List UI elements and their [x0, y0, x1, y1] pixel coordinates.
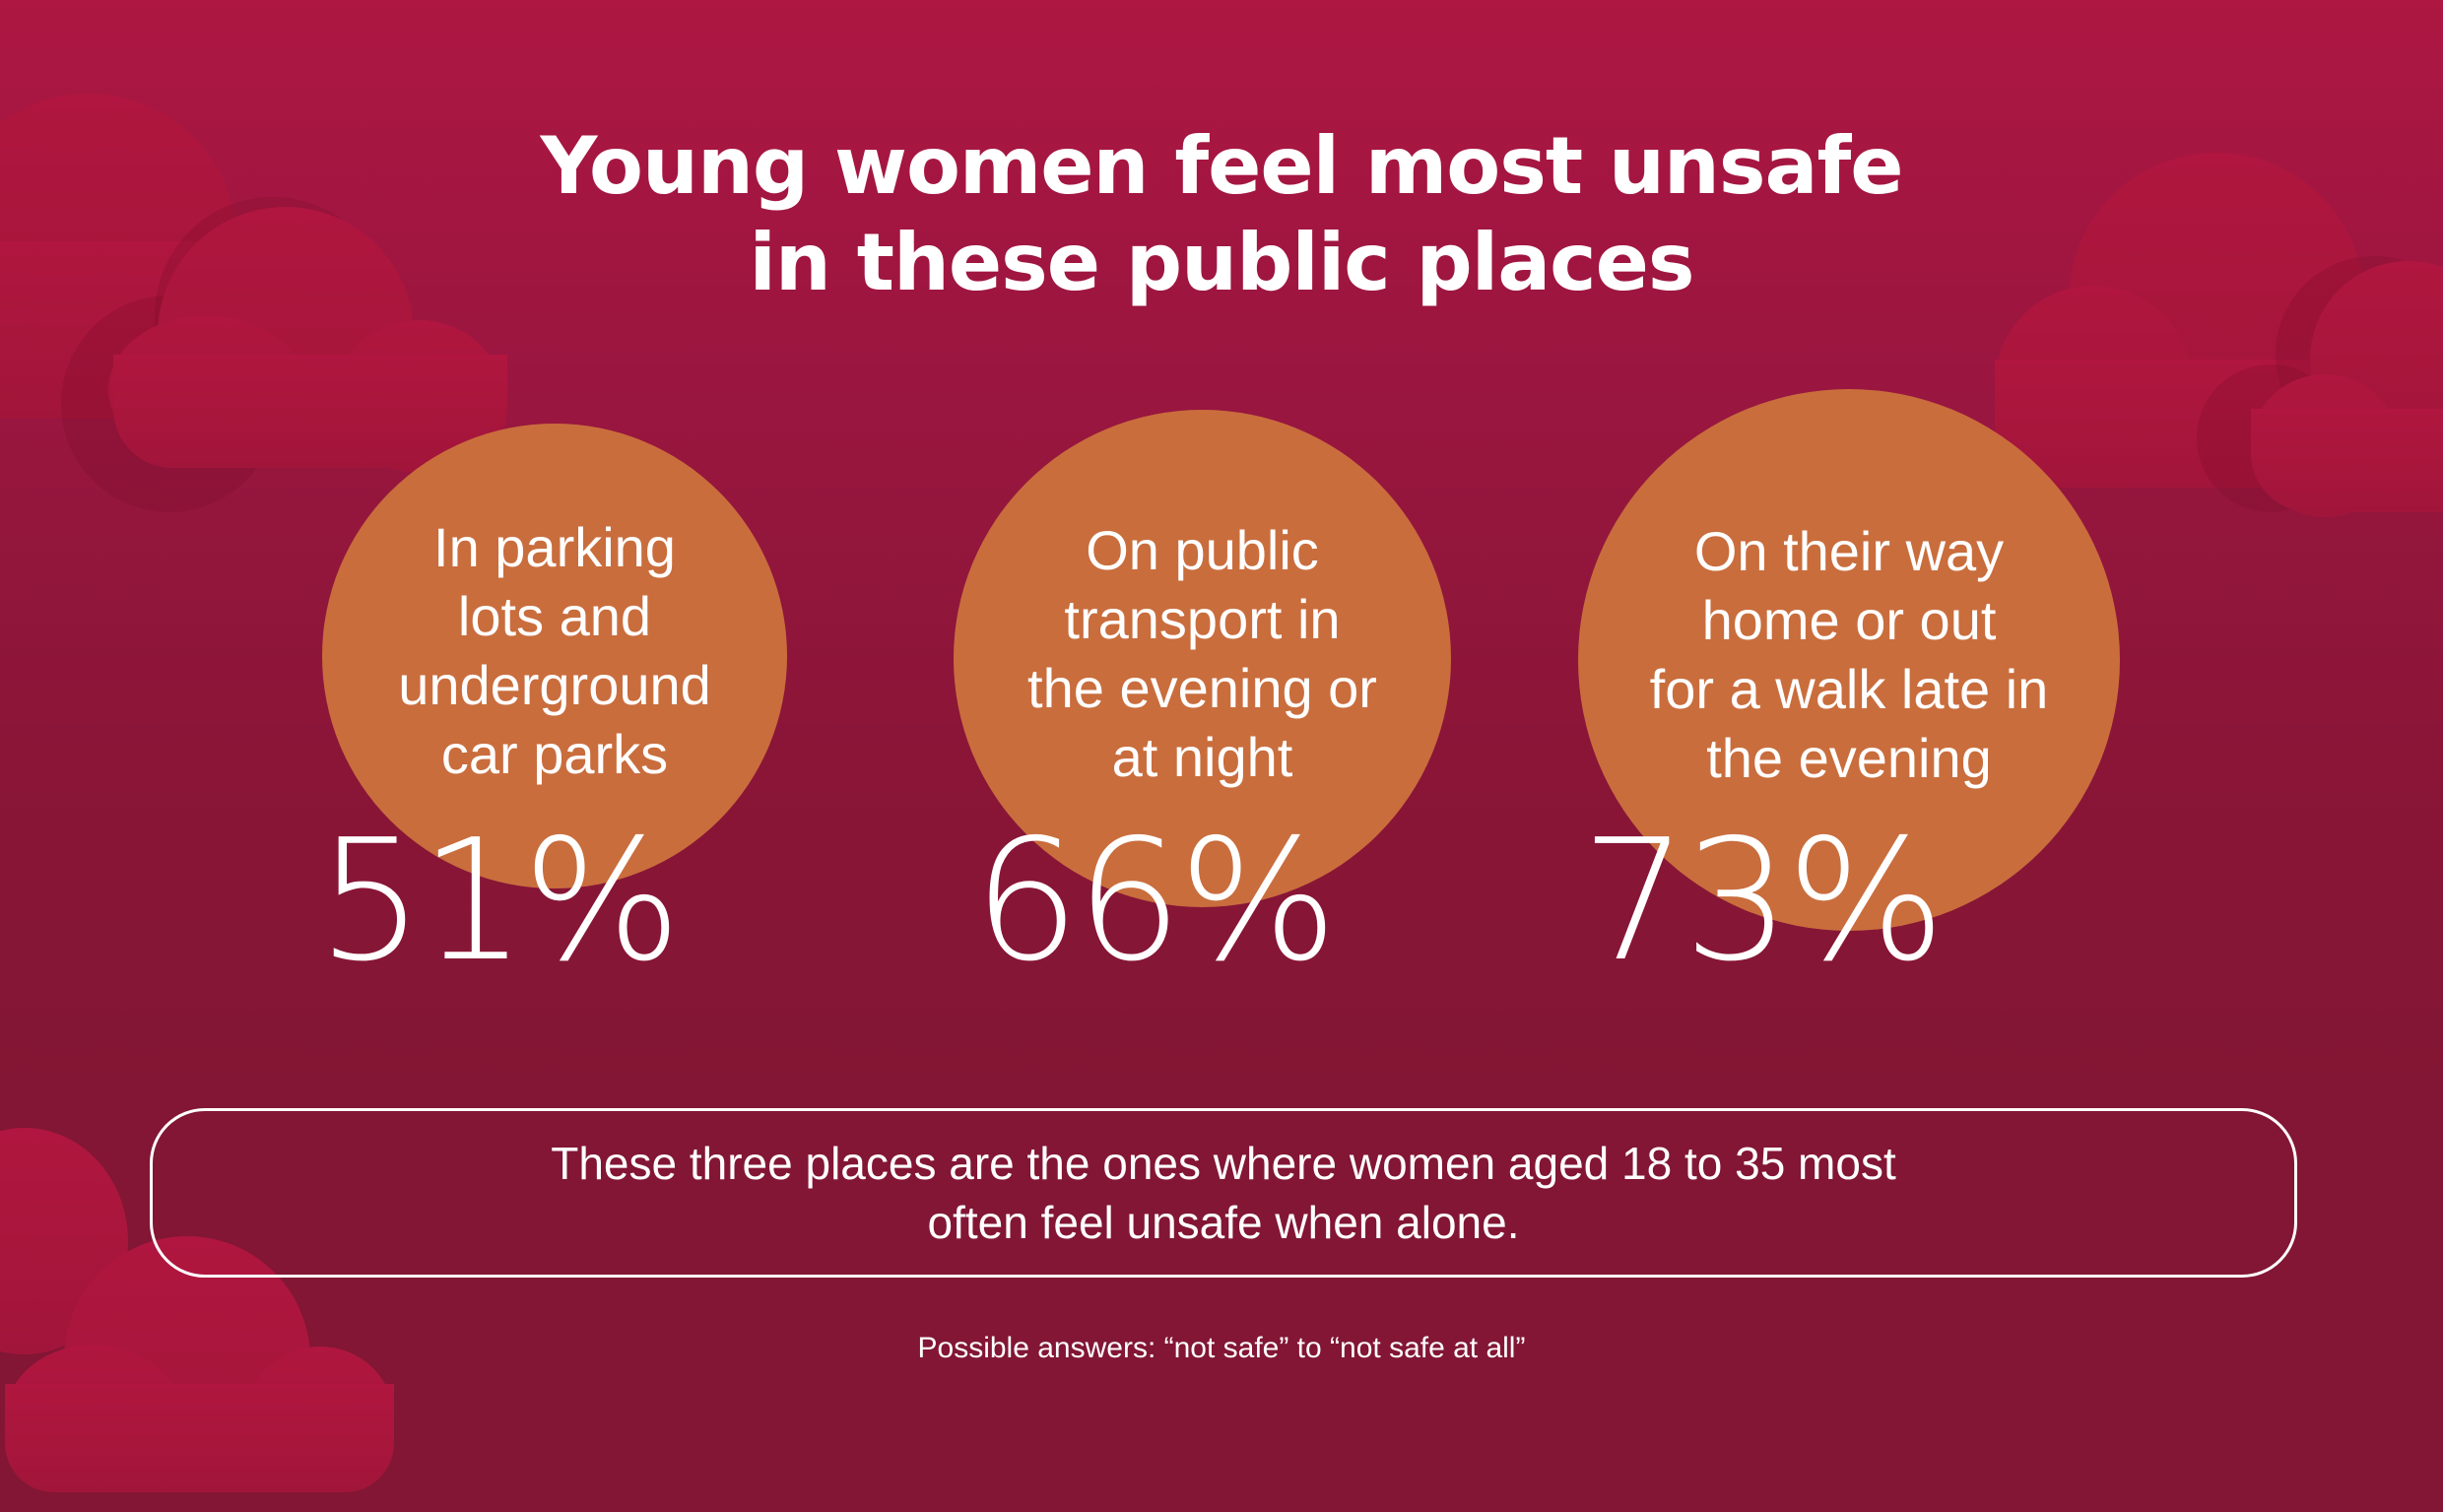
stat-value-walk-home: 73%: [1581, 804, 1946, 999]
stat-circle-public-transport: On public transport in the evening or at…: [954, 410, 1451, 907]
summary-box: These three places are the ones where wo…: [150, 1108, 2297, 1278]
label-line: car parks: [440, 723, 669, 785]
stat-circle-walk-home: On their way home or out for a walk late…: [1578, 389, 2120, 931]
stat-label-walk-home: On their way home or out for a walk late…: [1650, 517, 2049, 793]
label-line: the evening: [1706, 727, 1992, 789]
label-line: lots and: [457, 585, 652, 647]
footnote: Possible answers: “not safe” to “not saf…: [917, 1332, 1526, 1364]
summary-line-1: These three places are the ones where wo…: [551, 1138, 1896, 1189]
title-line-2: in these public places: [749, 217, 1695, 308]
label-line: transport in: [1064, 587, 1341, 650]
label-line: home or out: [1701, 589, 1997, 651]
stat-value-parking: 51%: [317, 804, 682, 999]
title-line-1: Young women feel most unsafe: [540, 120, 1903, 212]
label-line: On their way: [1693, 520, 2005, 582]
label-line: underground: [398, 654, 711, 716]
stat-label-parking: In parking lots and underground car park…: [398, 513, 711, 789]
page-title: Young women feel most unsafe in these pu…: [0, 118, 2443, 311]
label-line: the evening or: [1027, 656, 1377, 719]
cloud-bottom-left-front: [5, 1236, 399, 1492]
summary-line-2: often feel unsafe when alone.: [927, 1197, 1520, 1248]
stat-circle-parking: In parking lots and underground car park…: [322, 424, 787, 888]
label-line: at night: [1111, 725, 1293, 788]
label-line: On public: [1086, 518, 1319, 581]
stat-value-public-transport: 66%: [973, 804, 1338, 999]
cloud-top-left-front: [108, 207, 522, 473]
cloud-top-right-front: [2251, 261, 2443, 517]
label-line: for a walk late in: [1649, 658, 2049, 720]
stat-label-public-transport: On public transport in the evening or at…: [1027, 516, 1377, 792]
label-line: In parking: [433, 516, 676, 578]
summary-text: These three places are the ones where wo…: [551, 1134, 1896, 1252]
